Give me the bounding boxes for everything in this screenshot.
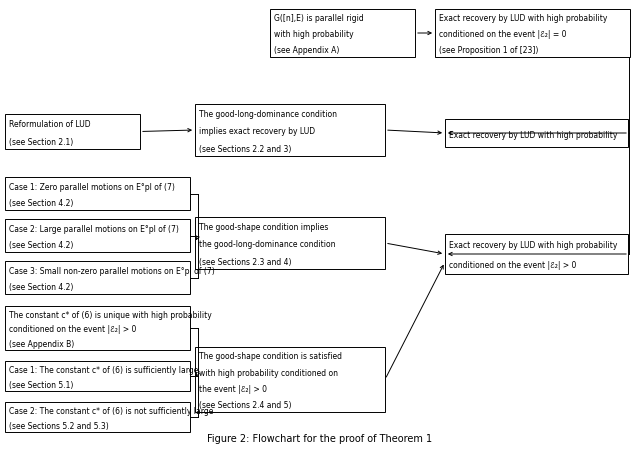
Text: Reformulation of LUD: Reformulation of LUD — [9, 120, 91, 129]
Text: (see Sections 2.2 and 3): (see Sections 2.2 and 3) — [199, 144, 291, 153]
Bar — [435, 10, 630, 58]
Text: Case 2: The constant c* of (6) is not sufficiently large: Case 2: The constant c* of (6) is not su… — [9, 406, 213, 415]
Bar — [5, 115, 140, 150]
Text: the good-long-dominance condition: the good-long-dominance condition — [199, 240, 335, 249]
Text: (see Section 4.2): (see Section 4.2) — [9, 282, 74, 291]
Text: (see Section 4.2): (see Section 4.2) — [9, 240, 74, 249]
Text: implies exact recovery by LUD: implies exact recovery by LUD — [199, 127, 315, 136]
Bar — [195, 347, 385, 412]
Text: (see Appendix A): (see Appendix A) — [274, 46, 339, 55]
Bar — [5, 361, 190, 391]
Text: conditioned on the event |ℰ₂| > 0: conditioned on the event |ℰ₂| > 0 — [449, 261, 577, 270]
Text: (see Proposition 1 of [23]): (see Proposition 1 of [23]) — [439, 46, 538, 55]
Bar — [5, 220, 190, 253]
Bar — [195, 105, 385, 156]
Text: Case 2: Large parallel motions on E°pl of (7): Case 2: Large parallel motions on E°pl o… — [9, 224, 179, 233]
Text: (see Appendix B): (see Appendix B) — [9, 339, 74, 348]
Text: with high probability: with high probability — [274, 30, 354, 39]
Text: (see Section 5.1): (see Section 5.1) — [9, 380, 74, 389]
Text: conditioned on the event |ℰ₂| > 0: conditioned on the event |ℰ₂| > 0 — [9, 325, 136, 333]
Text: conditioned on the event |ℰ₂| = 0: conditioned on the event |ℰ₂| = 0 — [439, 30, 566, 39]
Bar — [5, 402, 190, 432]
Bar — [445, 120, 628, 147]
Bar — [5, 178, 190, 211]
Text: Exact recovery by LUD with high probability: Exact recovery by LUD with high probabil… — [449, 131, 618, 140]
Bar — [445, 235, 628, 274]
Text: (see Sections 2.3 and 4): (see Sections 2.3 and 4) — [199, 257, 291, 266]
Text: Case 1: Zero parallel motions on E°pl of (7): Case 1: Zero parallel motions on E°pl of… — [9, 182, 175, 191]
Text: The good-shape condition implies: The good-shape condition implies — [199, 222, 328, 231]
Text: (see Section 4.2): (see Section 4.2) — [9, 198, 74, 207]
Text: The good-long-dominance condition: The good-long-dominance condition — [199, 110, 337, 119]
Text: the event |ℰ₂| > 0: the event |ℰ₂| > 0 — [199, 384, 267, 393]
Text: with high probability conditioned on: with high probability conditioned on — [199, 368, 338, 377]
Bar — [270, 10, 415, 58]
Text: The constant c* of (6) is unique with high probability: The constant c* of (6) is unique with hi… — [9, 310, 212, 319]
Text: Figure 2: Flowchart for the proof of Theorem 1: Figure 2: Flowchart for the proof of The… — [207, 433, 433, 443]
Text: (see Sections 2.4 and 5): (see Sections 2.4 and 5) — [199, 400, 291, 409]
Bar — [195, 217, 385, 269]
Text: Exact recovery by LUD with high probability: Exact recovery by LUD with high probabil… — [439, 14, 607, 23]
Bar — [5, 262, 190, 295]
Text: Case 1: The constant c* of (6) is sufficiently large: Case 1: The constant c* of (6) is suffic… — [9, 365, 198, 374]
Text: Case 3: Small non-zero parallel motions on E°pl of (7): Case 3: Small non-zero parallel motions … — [9, 266, 215, 275]
Text: The good-shape condition is satisfied: The good-shape condition is satisfied — [199, 352, 342, 361]
Text: (see Sections 5.2 and 5.3): (see Sections 5.2 and 5.3) — [9, 421, 109, 430]
Text: Exact recovery by LUD with high probability: Exact recovery by LUD with high probabil… — [449, 241, 618, 250]
Bar — [5, 306, 190, 350]
Text: (see Section 2.1): (see Section 2.1) — [9, 137, 73, 146]
Text: G([n],E) is parallel rigid: G([n],E) is parallel rigid — [274, 14, 364, 23]
